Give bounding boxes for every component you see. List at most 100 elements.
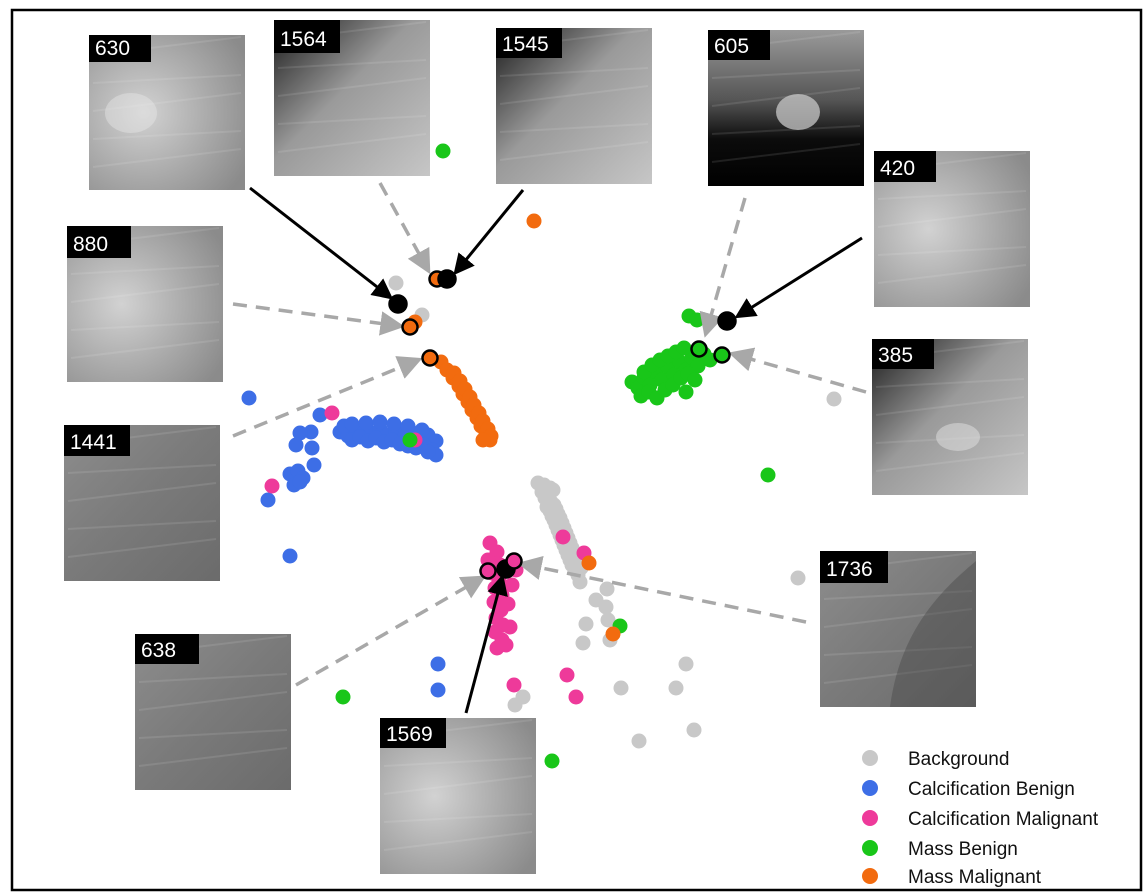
legend-marker-background <box>862 750 878 766</box>
legend-label-calcification-malignant: Calcification Malignant <box>908 809 1099 830</box>
patch-lesion-630 <box>105 93 157 133</box>
patch-texture-630 <box>92 130 242 140</box>
point-calcification-malignant <box>498 637 514 653</box>
patch-texture-1564 <box>277 59 427 69</box>
point-calcification-benign <box>282 548 298 564</box>
patch-texture-385 <box>875 378 1025 388</box>
point-background <box>826 391 842 407</box>
legend-marker-mass-benign <box>862 840 878 856</box>
point-calcification-benign <box>344 416 360 432</box>
patch-thumbnail-605: 605 <box>708 30 864 186</box>
arrow-630 <box>249 186 394 300</box>
patch-texture-1569 <box>383 757 533 767</box>
legend: Background Calcification Benign Calcific… <box>862 749 1099 888</box>
patch-texture-638 <box>138 673 288 683</box>
arrow-420 <box>734 236 863 319</box>
patch-thumbnails-layer: 630 1564 1545 605 420 880 385 1441 1736 638 1569 <box>64 20 1030 874</box>
patch-label-1564: 1564 <box>280 28 327 51</box>
highlighted-point-385 <box>713 346 731 364</box>
point-mass-malignant <box>526 213 542 229</box>
legend-label-mass-malignant: Mass Malignant <box>908 867 1042 888</box>
point-calcification-benign <box>304 440 320 456</box>
patch-label-880: 880 <box>73 233 108 256</box>
highlighted-point-1441 <box>421 349 439 367</box>
point-mass-benign <box>687 372 703 388</box>
patch-texture-1441 <box>67 482 217 502</box>
point-calcification-benign <box>241 390 257 406</box>
patch-label-638: 638 <box>141 639 176 662</box>
highlighted-point-630 <box>388 294 408 314</box>
point-calcification-malignant <box>502 619 518 635</box>
point-mass-benign <box>690 358 706 374</box>
patch-texture-605 <box>711 69 861 79</box>
patch-texture-630 <box>92 92 242 112</box>
patch-label-1569: 1569 <box>386 723 433 746</box>
arrow-880 <box>232 302 405 336</box>
patch-texture-420 <box>877 208 1027 228</box>
point-calcification-benign <box>312 407 328 423</box>
patch-lesion-1736 <box>890 561 976 707</box>
patch-texture-420 <box>877 246 1027 256</box>
patch-texture-630 <box>92 74 242 84</box>
point-calcification-benign <box>430 656 446 672</box>
point-calcification-malignant <box>568 689 584 705</box>
arrow-1545 <box>453 189 525 276</box>
patch-label-box-880 <box>67 226 131 258</box>
patch-label-1441: 1441 <box>70 431 117 454</box>
arrow-605 <box>699 197 747 338</box>
patch-thumbnail-638: 638 <box>135 634 291 790</box>
patch-texture-880 <box>70 283 220 303</box>
patch-texture-605 <box>711 143 861 163</box>
patch-thumbnail-630: 630 <box>89 35 245 190</box>
patch-texture-1545 <box>499 141 649 161</box>
legend-label-background: Background <box>908 749 1009 770</box>
point-mass-benign <box>435 143 451 159</box>
patch-thumbnail-1545: 1545 <box>496 28 652 184</box>
patch-label-1545: 1545 <box>502 33 549 56</box>
point-calcification-benign <box>430 682 446 698</box>
patch-label-420: 420 <box>880 157 915 180</box>
patch-texture-880 <box>70 321 220 331</box>
patch-label-box-605 <box>708 30 770 60</box>
patch-texture-638 <box>138 691 288 711</box>
patch-texture-420 <box>877 190 1027 200</box>
point-background <box>600 612 616 628</box>
patch-thumbnail-1736: 1736 <box>820 551 976 707</box>
arrow-1441 <box>232 356 423 438</box>
patch-texture-1564 <box>277 77 427 97</box>
pointer-arrows-layer <box>232 182 867 714</box>
arrow-1569 <box>464 573 508 714</box>
legend-marker-calcification-benign <box>862 780 878 796</box>
point-background <box>599 581 615 597</box>
patch-label-box-638 <box>135 634 199 664</box>
patch-texture-638 <box>138 729 288 739</box>
point-calcification-benign <box>386 416 402 432</box>
patch-texture-1736 <box>823 590 973 600</box>
patch-label-box-1736 <box>820 551 888 583</box>
patch-texture-1564 <box>277 115 427 125</box>
highlighted-point-880 <box>401 318 419 336</box>
highlighted-point-1736 <box>505 552 523 570</box>
patch-label-box-1545 <box>496 28 562 58</box>
point-calcification-malignant <box>555 529 571 545</box>
point-calcification-benign <box>306 457 322 473</box>
patch-thumbnail-1564: 1564 <box>274 20 430 176</box>
patch-thumbnail-1441: 1441 <box>64 425 220 581</box>
patch-texture-1569 <box>383 813 533 823</box>
point-background <box>572 574 588 590</box>
point-calcification-malignant <box>559 667 575 683</box>
patch-texture-1441 <box>67 464 217 474</box>
patch-texture-1441 <box>67 538 217 558</box>
patch-texture-1564 <box>277 133 427 153</box>
arrow-1736 <box>517 555 807 624</box>
patch-texture-1545 <box>499 67 649 77</box>
patch-label-1736: 1736 <box>826 558 873 581</box>
patch-label-box-630 <box>89 35 151 62</box>
patch-texture-638 <box>138 747 288 767</box>
patch-thumbnail-1569: 1569 <box>380 718 536 874</box>
patch-thumbnail-880: 880 <box>67 226 223 382</box>
patch-texture-1545 <box>499 123 649 133</box>
patch-texture-385 <box>875 396 1025 416</box>
point-background <box>575 635 591 651</box>
